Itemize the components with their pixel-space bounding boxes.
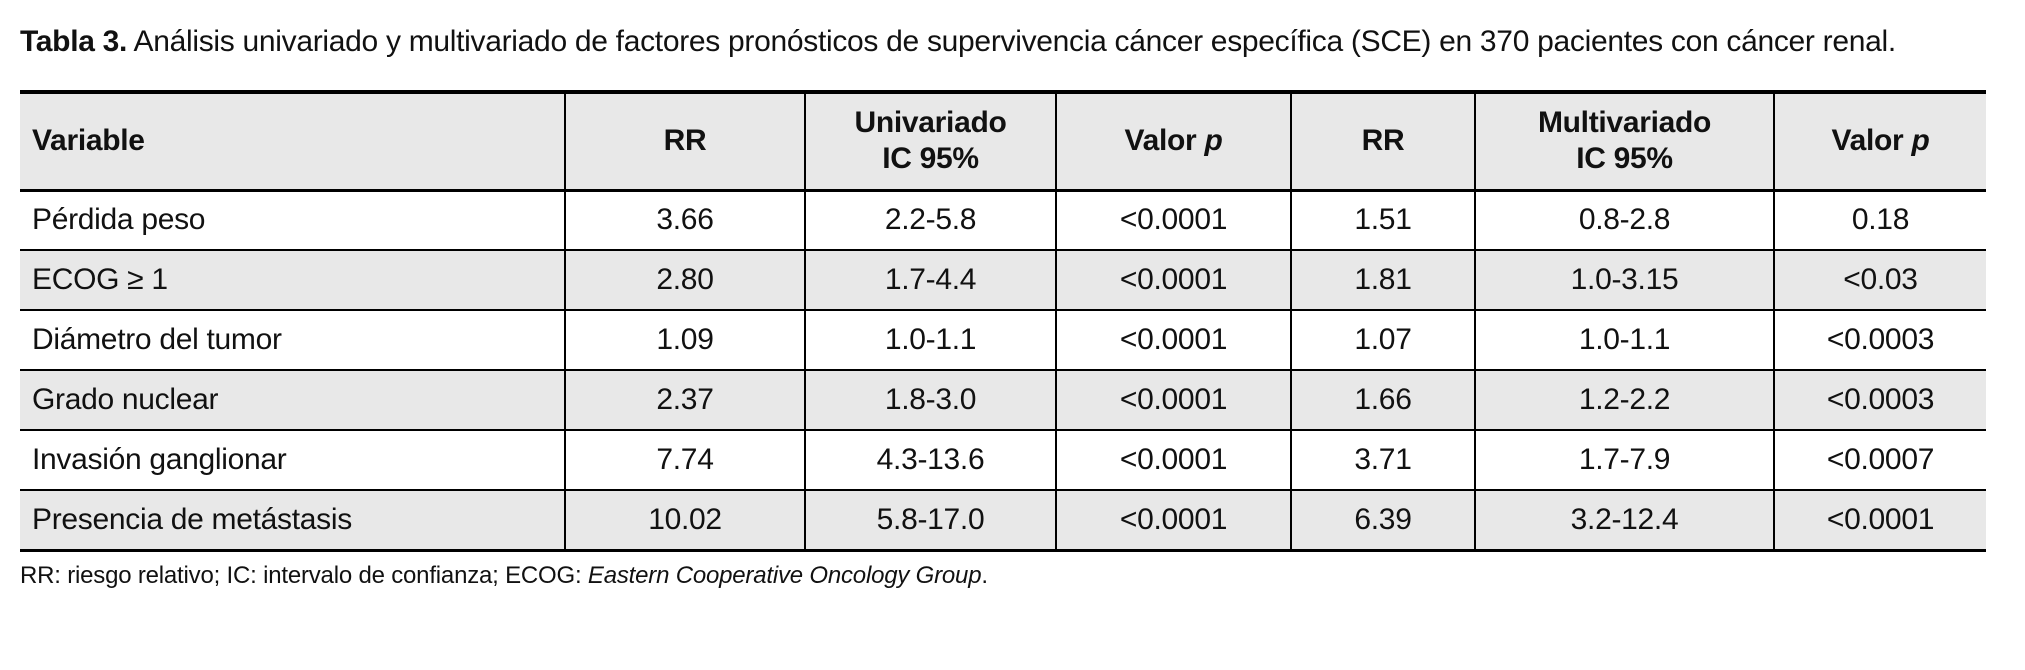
table-caption: Tabla 3. Análisis univariado y multivari… [20, 22, 2005, 62]
table-row: Pérdida peso 3.66 2.2-5.8 <0.0001 1.51 0.8-2.… [20, 190, 1986, 251]
table-row: Presencia de metástasis 10.02 5.8-17.0 <0.0… [20, 490, 1986, 551]
value-cell: <0.0001 [1055, 430, 1291, 491]
value-cell: 1.09 [564, 310, 805, 371]
value-cell: 6.39 [1290, 490, 1475, 551]
table-row: Diámetro del tumor 1.09 1.0-1.1 <0.0001 1.07… [20, 310, 1986, 371]
header-multivariado-ic95: Multivariado IC 95% [1474, 92, 1774, 192]
value-cell: 7.74 [564, 430, 805, 491]
value-cell: 1.0-1.1 [1474, 310, 1774, 371]
header-rr-univariado: RR [564, 92, 805, 192]
value-cell: 1.0-3.15 [1474, 250, 1774, 311]
value-cell: <0.03 [1773, 250, 1986, 311]
value-cell: 1.66 [1290, 370, 1475, 431]
variable-cell: Diámetro del tumor [20, 310, 565, 371]
table-body: Pérdida peso 3.66 2.2-5.8 <0.0001 1.51 0.8-2.… [20, 190, 1986, 551]
header-multivariado-line1: Multivariado [1537, 106, 1712, 140]
variable-cell: Invasión ganglionar [20, 430, 565, 491]
table-header-row: Variable RR Univariado IC 95% Valor p RR … [20, 92, 1986, 192]
value-cell: <0.0001 [1773, 490, 1986, 551]
header-valor-label: Valor [1124, 124, 1197, 158]
variable-cell: Pérdida peso [20, 190, 565, 251]
table-row: ECOG ≥ 1 2.80 1.7-4.4 <0.0001 1.81 1.0-3.15 <0… [20, 250, 1986, 311]
variable-cell: ECOG ≥ 1 [20, 250, 565, 311]
value-cell: 10.02 [564, 490, 805, 551]
header-variable-label: Variable [32, 124, 145, 158]
value-cell: 1.7-4.4 [804, 250, 1056, 311]
footnote-ecog-expansion: Eastern Cooperative Oncology Group [587, 561, 982, 589]
header-univariado-ic95: Univariado IC 95% [804, 92, 1056, 192]
value-cell: <0.0001 [1055, 370, 1291, 431]
value-cell: <0.0001 [1055, 250, 1291, 311]
header-univariado-line2: IC 95% [882, 142, 979, 176]
value-cell: <0.0001 [1055, 310, 1291, 371]
header-rr-multivariado: RR [1290, 92, 1475, 192]
table-caption-text: Análisis univariado y multivariado de fa… [133, 25, 1896, 58]
value-cell: 4.3-13.6 [804, 430, 1056, 491]
header-variable: Variable [20, 92, 565, 192]
value-cell: 1.7-7.9 [1474, 430, 1774, 491]
header-valor-label: Valor [1831, 124, 1904, 158]
value-cell: <0.0001 [1055, 190, 1291, 251]
header-univariado-line1: Univariado [854, 106, 1007, 140]
value-cell: <0.0001 [1055, 490, 1291, 551]
header-p-italic: p [1911, 124, 1930, 158]
value-cell: 1.0-1.1 [804, 310, 1056, 371]
value-cell: 0.8-2.8 [1474, 190, 1774, 251]
value-cell: 2.80 [564, 250, 805, 311]
header-valor-p-univariado: Valor p [1055, 92, 1291, 192]
variable-cell: Grado nuclear [20, 370, 565, 431]
table-row: Invasión ganglionar 7.74 4.3-13.6 <0.0001 3.… [20, 430, 1986, 491]
variable-cell: Presencia de metástasis [20, 490, 565, 551]
header-rr-label: RR [1361, 124, 1405, 158]
value-cell: 0.18 [1773, 190, 1986, 251]
table-header: Variable RR Univariado IC 95% Valor p RR … [20, 92, 1986, 192]
footnote-abbreviations: RR: riesgo relativo; IC: intervalo de co… [20, 561, 588, 589]
value-cell: 3.71 [1290, 430, 1475, 491]
value-cell: 1.2-2.2 [1474, 370, 1774, 431]
value-cell: 2.37 [564, 370, 805, 431]
table-row: Grado nuclear 2.37 1.8-3.0 <0.0001 1.66 1.2-2… [20, 370, 1986, 431]
header-multivariado-line2: IC 95% [1576, 142, 1673, 176]
value-cell: <0.0003 [1773, 310, 1986, 371]
value-cell: <0.0003 [1773, 370, 1986, 431]
table-caption-label: Tabla 3. [20, 25, 128, 58]
header-valor-p-multivariado: Valor p [1773, 92, 1986, 192]
value-cell: 1.81 [1290, 250, 1475, 311]
value-cell: 1.8-3.0 [804, 370, 1056, 431]
value-cell: 2.2-5.8 [804, 190, 1056, 251]
header-p-italic: p [1204, 124, 1223, 158]
footnote-period: . [981, 561, 988, 589]
value-cell: 1.51 [1290, 190, 1475, 251]
value-cell: 1.07 [1290, 310, 1475, 371]
header-rr-label: RR [663, 124, 707, 158]
value-cell: 3.2-12.4 [1474, 490, 1774, 551]
value-cell: <0.0007 [1773, 430, 1986, 491]
table-footnote: RR: riesgo relativo; IC: intervalo de co… [20, 562, 2005, 590]
value-cell: 5.8-17.0 [804, 490, 1056, 551]
value-cell: 3.66 [564, 190, 805, 251]
results-table: Variable RR Univariado IC 95% Valor p RR … [20, 90, 1986, 552]
